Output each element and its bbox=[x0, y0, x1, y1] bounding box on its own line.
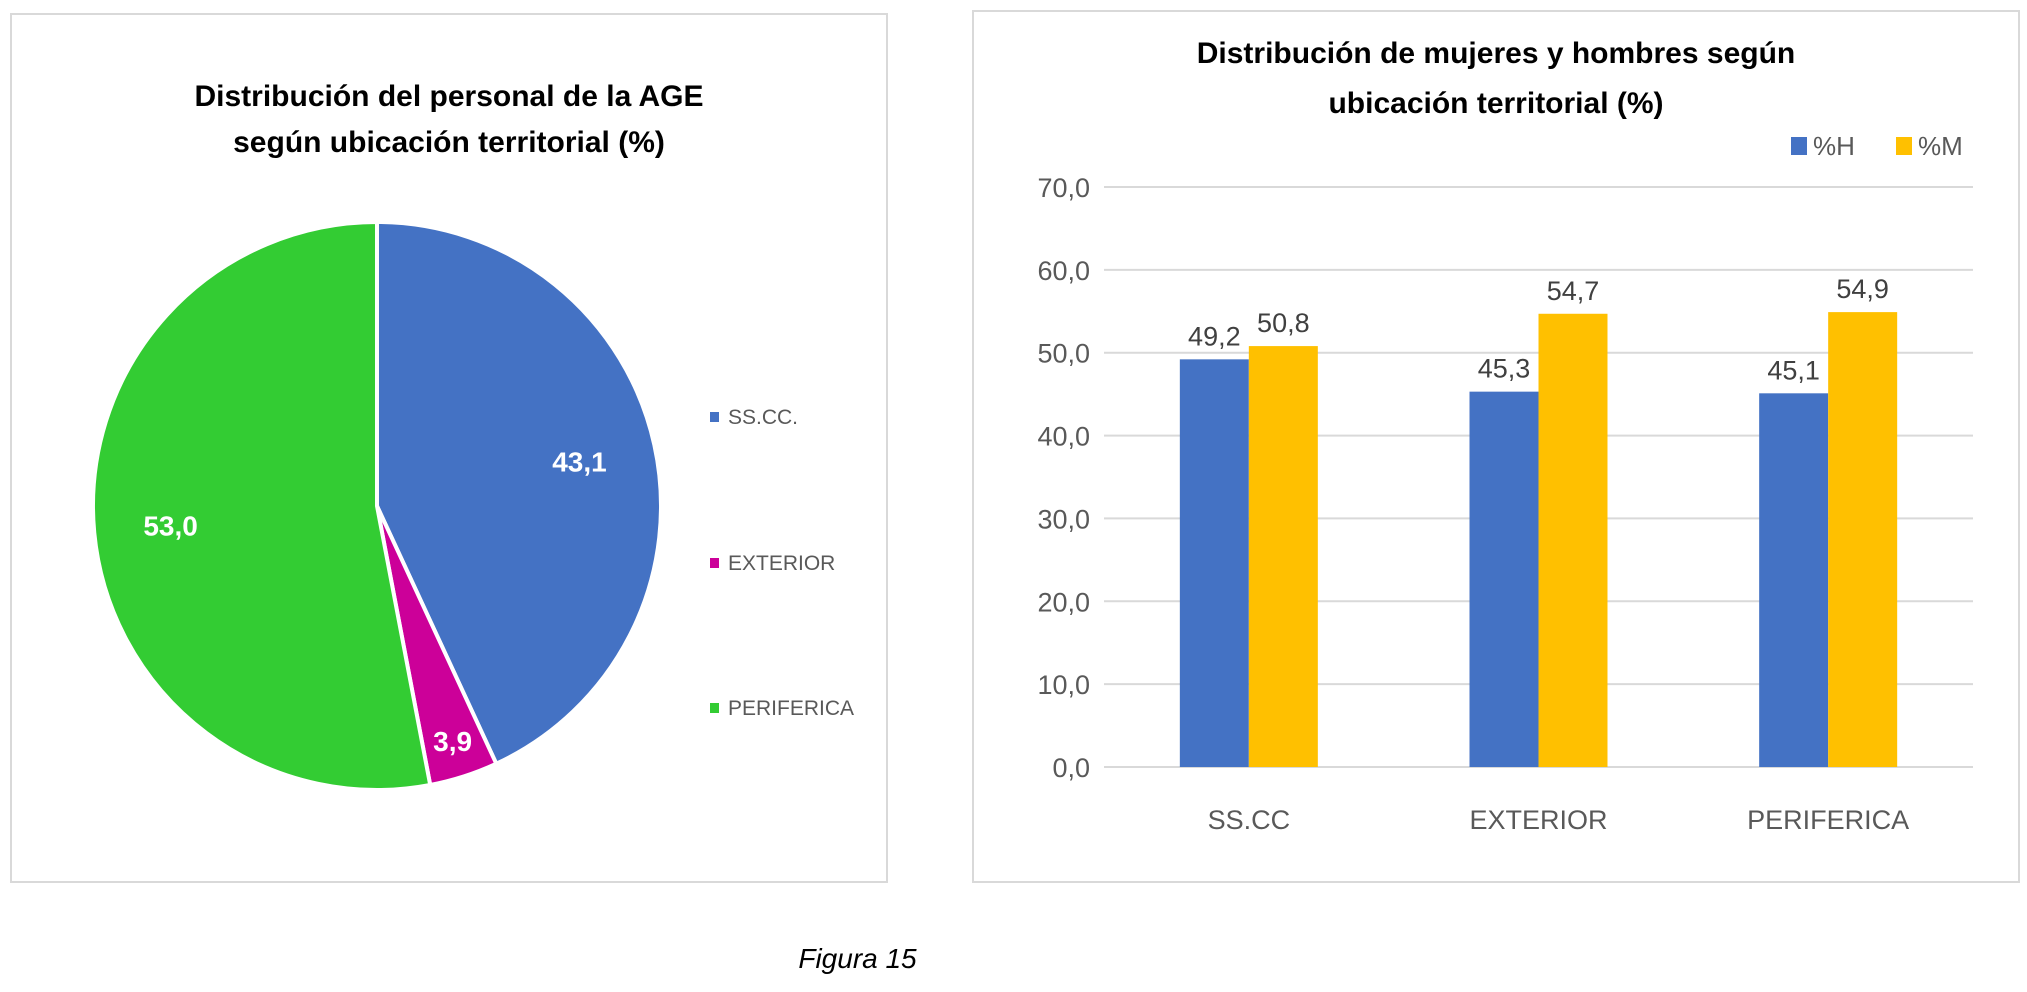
bar-M-exterior bbox=[1538, 313, 1608, 767]
y-tick-label: 0,0 bbox=[1052, 753, 1090, 783]
pie-slice-sscc bbox=[375, 219, 663, 767]
pie-chart: 43,1 3,9 53,0 SS.CC. EXTERIOR PERIFERICA bbox=[91, 219, 854, 792]
bar-chart-panel: Distribución de mujeres y hombres según … bbox=[972, 10, 2020, 883]
legend-swatch bbox=[710, 412, 719, 422]
legend-label: %H bbox=[1813, 131, 1855, 161]
bar-H-exterior bbox=[1469, 391, 1539, 767]
bar-title-line-2: ubicación territorial (%) bbox=[1328, 87, 1664, 120]
legend-label: %M bbox=[1918, 131, 1963, 161]
pie-slice-periferica bbox=[91, 219, 433, 792]
bar-data-label: 54,9 bbox=[1836, 274, 1889, 304]
y-tick-label: 30,0 bbox=[1037, 504, 1090, 534]
pie-title-line-1: Distribución del personal de la AGE bbox=[194, 80, 704, 113]
legend-label: EXTERIOR bbox=[728, 552, 835, 575]
x-tick-label: EXTERIOR bbox=[1469, 805, 1607, 835]
bar-data-label: 50,8 bbox=[1257, 308, 1310, 338]
y-tick-label: 10,0 bbox=[1037, 670, 1090, 700]
legend-swatch bbox=[710, 558, 719, 568]
x-tick-label: PERIFERICA bbox=[1747, 805, 1909, 835]
y-tick-label: 50,0 bbox=[1037, 339, 1090, 369]
bar-data-label: 54,7 bbox=[1547, 276, 1600, 306]
figure-caption: Figura 15 bbox=[798, 943, 917, 974]
pie-chart-panel: Distribución del personal de la AGE segú… bbox=[10, 13, 888, 883]
pie-data-label: 53,0 bbox=[143, 511, 198, 542]
bar-M-sscc bbox=[1248, 346, 1318, 767]
pie-data-label: 43,1 bbox=[552, 446, 607, 477]
x-tick-label: SS.CC bbox=[1208, 805, 1291, 835]
y-tick-label: 60,0 bbox=[1037, 256, 1090, 286]
bar-H-periferica bbox=[1759, 393, 1829, 767]
bar-title-line-1: Distribución de mujeres y hombres según bbox=[1196, 37, 1796, 70]
bar-chart: 0,0 10,0 20,0 30,0 40,0 50,0 60,0 70,0 49,2 50,8 S… bbox=[1037, 131, 1973, 835]
bar-H-sscc bbox=[1179, 359, 1249, 767]
legend-label: SS.CC. bbox=[728, 406, 798, 429]
bar-data-label: 45,3 bbox=[1478, 354, 1531, 384]
legend-label: PERIFERICA bbox=[728, 697, 854, 720]
legend-swatch bbox=[1791, 137, 1807, 155]
y-tick-label: 20,0 bbox=[1037, 587, 1090, 617]
bar-M-periferica bbox=[1828, 312, 1898, 767]
bar-data-label: 49,2 bbox=[1188, 321, 1241, 351]
legend-swatch bbox=[710, 703, 719, 713]
y-tick-label: 40,0 bbox=[1037, 422, 1090, 452]
pie-title-line-2: según ubicación territorial (%) bbox=[233, 126, 665, 159]
pie-data-label: 3,9 bbox=[433, 726, 472, 757]
legend-swatch bbox=[1896, 137, 1912, 155]
bar-data-label: 45,1 bbox=[1767, 355, 1820, 385]
y-tick-label: 70,0 bbox=[1037, 173, 1090, 203]
